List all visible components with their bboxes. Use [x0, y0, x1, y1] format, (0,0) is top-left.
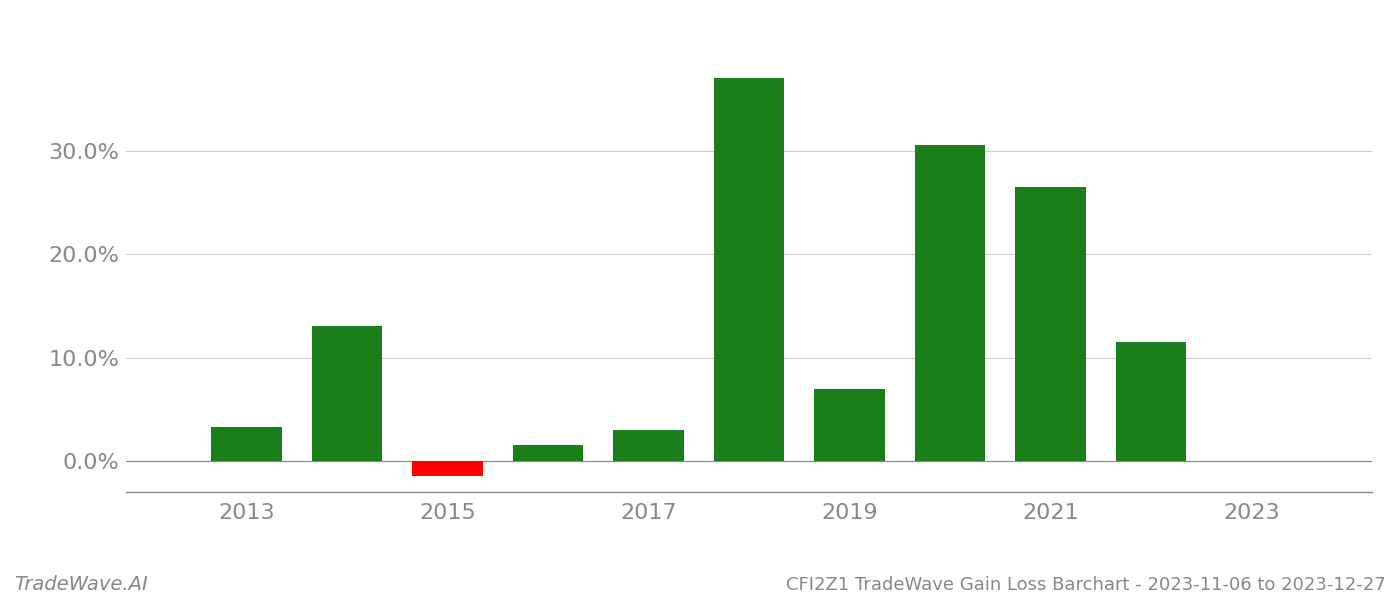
Bar	[211, 427, 281, 461]
Bar	[714, 78, 784, 461]
Bar	[1015, 187, 1085, 461]
Bar	[815, 389, 885, 461]
Text: TradeWave.AI: TradeWave.AI	[14, 575, 148, 594]
Bar	[512, 445, 584, 461]
Bar	[914, 145, 986, 461]
Bar	[312, 326, 382, 461]
Bar	[1116, 342, 1186, 461]
Bar	[613, 430, 683, 461]
Bar	[413, 461, 483, 476]
Text: CFI2Z1 TradeWave Gain Loss Barchart - 2023-11-06 to 2023-12-27: CFI2Z1 TradeWave Gain Loss Barchart - 20…	[787, 576, 1386, 594]
